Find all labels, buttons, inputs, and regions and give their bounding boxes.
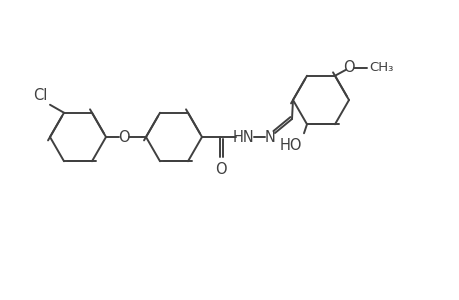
Text: HN: HN [233,130,254,145]
Text: O: O [215,162,226,177]
Text: O: O [118,130,129,145]
Text: CH₃: CH₃ [368,61,392,74]
Text: O: O [342,60,354,75]
Text: HO: HO [279,138,302,153]
Text: N: N [264,130,275,145]
Text: Cl: Cl [34,88,48,103]
